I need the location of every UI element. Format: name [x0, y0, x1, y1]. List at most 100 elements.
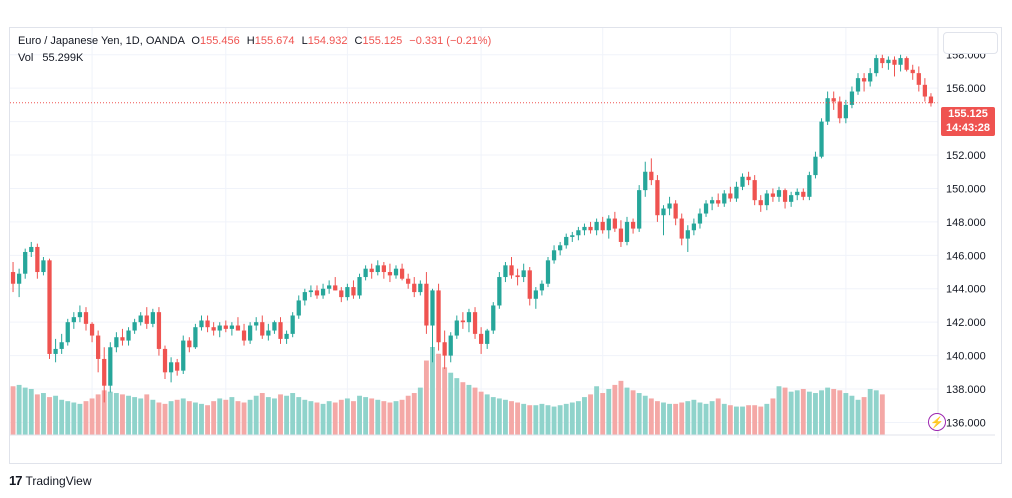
volume-bar	[788, 391, 794, 435]
volume-bar	[661, 402, 666, 435]
volume-bar	[782, 387, 788, 435]
volume-bar	[588, 394, 593, 435]
candle-body	[254, 322, 259, 326]
volume-bar	[867, 388, 873, 435]
volume-bar	[594, 386, 600, 435]
candle-body	[381, 265, 386, 273]
candle-body	[181, 340, 186, 371]
volume-bar	[338, 399, 344, 435]
candle-body	[661, 208, 666, 216]
price-scale-button[interactable]	[943, 32, 998, 54]
symbol-legend: Euro / Japanese Yen, 1D, OANDA O155.456 …	[18, 35, 491, 47]
candle-body	[77, 312, 83, 318]
candle-body	[454, 320, 459, 336]
volume-bar	[515, 402, 521, 435]
volume-bar	[582, 397, 587, 435]
candle-body	[29, 246, 34, 252]
volume-bar	[612, 384, 618, 435]
volume-bar	[478, 391, 484, 435]
volume-bar	[703, 403, 709, 435]
candle-body	[776, 190, 782, 197]
price-tick-label: 152.000	[946, 150, 986, 162]
volume-bar	[83, 401, 89, 435]
volume-bar	[28, 388, 34, 435]
candle-body	[424, 283, 429, 326]
change-value: −0.331 (−0.21%)	[409, 35, 492, 47]
volume-bar	[448, 372, 454, 435]
candle-body	[624, 221, 630, 242]
volume-bar	[709, 401, 715, 435]
candle-body	[375, 265, 380, 273]
volume-bar	[800, 388, 806, 435]
candle-body	[673, 203, 678, 219]
volume-bar	[223, 399, 229, 435]
volume-bar	[290, 393, 296, 435]
high-value: 155.674	[254, 35, 295, 47]
volume-bar	[727, 405, 733, 435]
volume-bar	[235, 401, 241, 435]
open-label: O	[191, 35, 200, 47]
volume-bar	[95, 394, 101, 435]
volume-bar	[205, 405, 210, 435]
candle-body	[290, 315, 295, 334]
candle-body	[302, 292, 307, 301]
volume-bar	[484, 394, 490, 435]
lightning-icon[interactable]: ⚡	[928, 413, 946, 431]
candle-body	[813, 156, 818, 176]
candle-body	[649, 171, 654, 181]
candle-body	[156, 312, 162, 349]
candle-body	[284, 333, 289, 339]
candle-body	[132, 322, 137, 331]
price-tick-label: 138.000	[946, 384, 986, 396]
volume-bar	[16, 384, 22, 435]
volume-bar	[521, 403, 527, 435]
volume-bar	[217, 398, 223, 435]
candle-body	[861, 78, 867, 82]
volume-bar	[776, 386, 782, 435]
chart-area[interactable]: 136.000 138.000 140.000 142.000 144.000 146.0…	[10, 28, 995, 438]
candle-body	[612, 218, 617, 229]
volume-bar	[180, 398, 186, 435]
volume-bar	[721, 403, 727, 435]
volume-bar	[411, 393, 417, 435]
volume-bar	[436, 353, 441, 435]
candle-body	[278, 322, 283, 339]
candle-body	[478, 333, 484, 344]
candle-body	[545, 260, 551, 284]
volume-bar	[430, 347, 435, 435]
candle-body	[928, 96, 934, 104]
candle-body	[910, 69, 915, 74]
volume-bar	[302, 399, 308, 435]
candle-body	[643, 171, 648, 191]
candle-body	[168, 362, 174, 373]
candle-body	[193, 327, 198, 348]
candle-body	[819, 121, 824, 157]
volume-bar	[344, 398, 350, 435]
volume-bar	[229, 397, 235, 435]
candle-body	[789, 195, 794, 202]
candle-body	[630, 221, 636, 229]
candle-body	[229, 325, 235, 329]
volume-bar	[843, 393, 849, 435]
volume-bar	[417, 387, 423, 435]
candle-body	[53, 348, 58, 354]
volume-bar	[758, 406, 764, 435]
volume-bar	[387, 402, 393, 435]
volume-bar	[369, 398, 375, 435]
candle-body	[187, 340, 192, 348]
volume-bar	[551, 406, 557, 435]
candle-body	[892, 59, 897, 65]
candle-body	[880, 58, 885, 64]
candle-body	[898, 58, 903, 65]
volume-bar	[496, 398, 502, 435]
volume-bar	[186, 401, 192, 435]
candle-body	[460, 320, 466, 323]
volume-bar	[10, 386, 16, 435]
volume-label[interactable]: Vol	[18, 52, 34, 64]
tradingview-logo[interactable]: 17 TradingView	[9, 473, 92, 488]
price-tick-label: 156.000	[946, 83, 986, 95]
candle-body	[466, 312, 472, 323]
candle-body	[539, 283, 545, 291]
price-tick-label: 144.000	[946, 284, 986, 296]
symbol-title[interactable]: Euro / Japanese Yen, 1D, OANDA	[18, 35, 185, 47]
